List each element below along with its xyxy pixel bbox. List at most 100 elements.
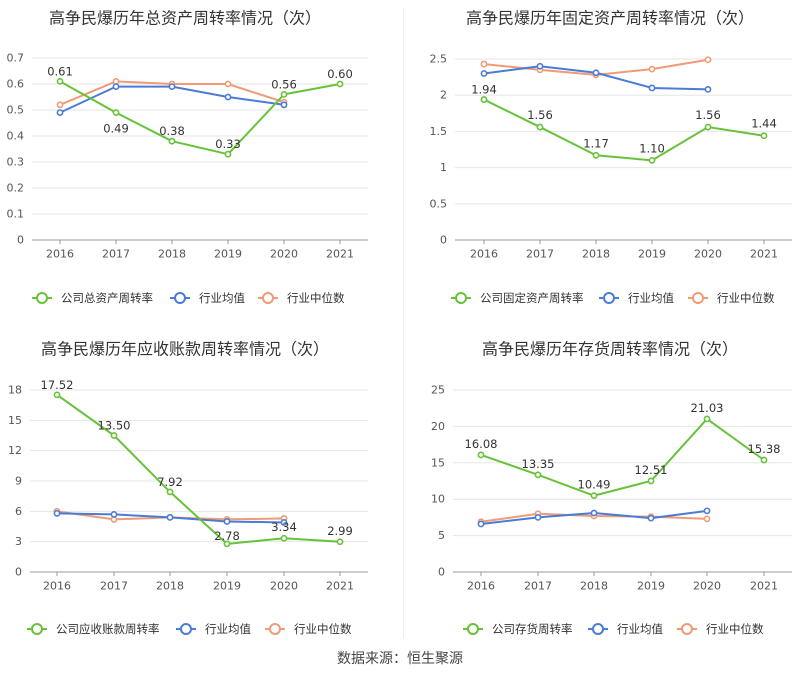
data-point-company: [647, 477, 655, 485]
data-label: 21.03: [691, 401, 724, 415]
y-tick-label: 10: [431, 493, 445, 506]
legend-swatch-marker: [36, 292, 48, 304]
legend-label: 公司固定资产周转率: [480, 291, 584, 305]
y-tick-label: 0.3: [7, 156, 25, 169]
legend-label: 行业中位数: [287, 291, 345, 305]
data-point-industry-median: [704, 56, 712, 64]
legend-swatch-marker: [467, 623, 479, 635]
y-tick-label: 12: [8, 444, 22, 457]
data-point-company: [704, 123, 712, 131]
x-tick-label: 2021: [750, 580, 778, 593]
legend-label: 公司应收账款周转率: [56, 622, 160, 636]
legend-item: 公司存货周转率: [463, 622, 573, 636]
legend-swatch-marker: [455, 292, 467, 304]
y-tick-label: 0: [15, 566, 22, 579]
legend-item: 行业中位数: [677, 622, 764, 636]
y-tick-label: 15: [8, 414, 22, 427]
chart-title: 高争民爆历年总资产周转率情况（次）: [49, 9, 321, 28]
y-tick-label: 9: [15, 475, 22, 488]
y-tick-label: 25: [431, 384, 445, 397]
y-tick-label: 0.5: [7, 104, 25, 117]
legend-swatch-marker: [603, 292, 615, 304]
data-point-industry-median: [56, 101, 64, 109]
legend-label: 行业中位数: [717, 291, 775, 305]
data-point-industry-mean: [477, 520, 485, 528]
data-point-industry-mean: [536, 62, 544, 70]
x-tick-label: 2016: [467, 580, 495, 593]
data-point-industry-mean: [53, 509, 61, 517]
data-point-industry-mean: [280, 101, 288, 109]
x-tick-label: 2020: [270, 248, 298, 261]
data-point-industry-mean: [480, 70, 488, 77]
x-tick-label: 2021: [326, 580, 354, 593]
x-tick-label: 2019: [214, 248, 242, 261]
y-tick-label: 1: [440, 161, 447, 174]
y-tick-label: 3: [15, 535, 22, 548]
x-tick-label: 2020: [693, 580, 721, 593]
data-point-company: [477, 451, 485, 459]
data-point-company: [223, 540, 231, 548]
data-point-industry-mean: [534, 514, 542, 521]
data-point-company: [336, 80, 344, 88]
data-label: 0.33: [215, 137, 241, 151]
data-point-industry-mean: [110, 510, 118, 518]
x-tick-label: 2018: [582, 248, 610, 261]
legend-item: 行业均值: [588, 622, 663, 636]
x-tick-label: 2016: [470, 248, 498, 261]
chart-title: 高争民爆历年应收账款周转率情况（次）: [41, 340, 329, 359]
x-tick-label: 2017: [100, 580, 128, 593]
data-point-company: [590, 492, 598, 500]
data-point-industry-mean: [647, 514, 655, 522]
x-tick-label: 2019: [638, 248, 666, 261]
chart-panel-4: 高争民爆历年存货周转率情况（次） 0 5 10 15 20 25 2016 2017 2018 20…: [431, 340, 792, 636]
y-tick-label: 1.5: [430, 125, 448, 138]
data-point-company: [112, 109, 120, 116]
data-point-company: [56, 78, 64, 85]
data-point-company: [592, 151, 600, 159]
data-label: 0.61: [47, 64, 73, 78]
legend-label: 行业均值: [617, 622, 663, 636]
data-label: 10.49: [578, 478, 611, 492]
data-label: 15.38: [748, 442, 781, 456]
data-label: 12.51: [635, 463, 668, 477]
y-tick-label: 0: [440, 234, 447, 247]
data-source-note: 数据来源：恒生聚源: [337, 651, 463, 667]
data-label: 0.49: [103, 122, 129, 136]
data-point-company: [166, 488, 174, 496]
data-point-industry-mean: [704, 86, 712, 93]
x-tick-label: 2018: [158, 248, 186, 261]
data-label: 3.34: [271, 520, 297, 534]
legend-item: 公司固定资产周转率: [451, 291, 584, 305]
data-point-company: [536, 123, 544, 131]
legend-swatch-marker: [269, 623, 281, 635]
y-tick-label: 15: [431, 456, 445, 469]
data-point-industry-mean: [592, 69, 600, 77]
legend-label: 行业中位数: [294, 622, 352, 636]
data-point-company: [760, 132, 768, 140]
data-point-industry-mean: [56, 109, 64, 116]
legend-item: 行业均值: [176, 622, 251, 636]
chart-title: 高争民爆历年存货周转率情况（次）: [482, 340, 738, 359]
legend-swatch-marker: [692, 292, 704, 304]
legend-item: 行业均值: [170, 291, 245, 305]
data-point-industry-mean: [223, 518, 231, 525]
x-tick-label: 2019: [213, 580, 241, 593]
x-tick-label: 2019: [637, 580, 665, 593]
data-point-industry-mean: [280, 519, 288, 526]
x-tick-label: 2021: [750, 248, 778, 261]
legend-item: 行业中位数: [258, 291, 345, 305]
data-label: 0.60: [327, 67, 353, 81]
data-point-industry-mean: [168, 83, 176, 90]
x-tick-label: 2020: [270, 580, 298, 593]
data-label: 1.94: [471, 83, 497, 97]
data-point-industry-mean: [703, 507, 711, 515]
data-point-industry-median: [703, 515, 711, 523]
data-point-industry-median: [648, 65, 656, 73]
data-label: 1.56: [527, 108, 553, 122]
data-point-industry-median: [224, 80, 232, 88]
data-point-company: [760, 456, 768, 464]
x-tick-label: 2016: [43, 580, 71, 593]
legend-label: 行业均值: [205, 622, 251, 636]
data-label: 13.50: [98, 419, 131, 433]
